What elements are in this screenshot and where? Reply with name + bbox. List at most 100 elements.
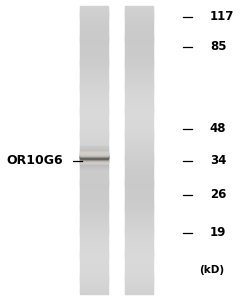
Bar: [80, 246, 108, 247]
Bar: [80, 27, 108, 28]
Bar: [80, 149, 108, 150]
Bar: [80, 255, 108, 256]
Bar: [80, 190, 108, 191]
Bar: [125, 8, 153, 9]
Bar: [125, 227, 153, 229]
Bar: [125, 219, 153, 220]
Bar: [80, 164, 108, 165]
Bar: [80, 150, 108, 151]
Bar: [80, 139, 108, 140]
Bar: [125, 225, 153, 226]
Bar: [125, 72, 153, 73]
Bar: [125, 175, 153, 176]
Bar: [125, 112, 153, 113]
Bar: [125, 45, 153, 46]
Bar: [80, 220, 108, 221]
Bar: [125, 237, 153, 238]
Bar: [80, 87, 108, 88]
Bar: [125, 156, 153, 158]
Bar: [125, 164, 153, 165]
Bar: [125, 6, 153, 7]
Bar: [80, 221, 108, 222]
Bar: [80, 285, 108, 286]
Bar: [80, 148, 108, 149]
Bar: [80, 11, 108, 12]
Bar: [125, 14, 153, 15]
Bar: [125, 91, 153, 92]
Bar: [125, 57, 153, 58]
Bar: [80, 197, 108, 198]
Bar: [125, 287, 153, 288]
Bar: [80, 33, 108, 34]
Bar: [125, 158, 153, 160]
Bar: [125, 289, 153, 290]
Bar: [125, 148, 153, 149]
Bar: [125, 29, 153, 30]
Bar: [80, 156, 108, 158]
Bar: [125, 67, 153, 68]
Bar: [80, 22, 108, 23]
Bar: [80, 143, 108, 144]
Bar: [80, 151, 108, 152]
Bar: [125, 209, 153, 211]
Bar: [80, 106, 108, 107]
Bar: [80, 138, 108, 140]
Bar: [125, 223, 153, 224]
Bar: [80, 168, 108, 169]
Bar: [80, 96, 108, 97]
Bar: [80, 188, 108, 189]
Bar: [80, 233, 108, 235]
Bar: [80, 183, 108, 184]
Bar: [80, 132, 108, 134]
Bar: [80, 38, 108, 39]
Bar: [125, 11, 153, 13]
Bar: [125, 149, 153, 150]
Bar: [80, 68, 108, 69]
Bar: [80, 128, 108, 129]
Bar: [125, 151, 153, 152]
Bar: [125, 204, 153, 206]
Bar: [80, 121, 108, 122]
Bar: [80, 160, 108, 161]
Bar: [80, 48, 108, 49]
Bar: [125, 224, 153, 225]
Bar: [80, 166, 108, 167]
Bar: [80, 235, 108, 236]
Bar: [80, 159, 108, 160]
Bar: [125, 87, 153, 88]
Bar: [125, 197, 153, 198]
Bar: [80, 234, 108, 236]
Bar: [125, 279, 153, 280]
Bar: [125, 117, 153, 118]
Bar: [80, 57, 108, 58]
Bar: [80, 231, 108, 232]
Bar: [80, 145, 108, 146]
Bar: [80, 261, 108, 262]
Bar: [125, 43, 153, 44]
Bar: [80, 178, 108, 179]
Bar: [125, 44, 153, 45]
Bar: [125, 183, 153, 184]
Bar: [125, 80, 153, 81]
Bar: [80, 130, 108, 131]
Bar: [80, 147, 108, 148]
Bar: [80, 155, 108, 156]
Bar: [80, 262, 108, 263]
Bar: [80, 35, 108, 37]
Bar: [125, 269, 153, 270]
Bar: [80, 206, 108, 207]
Bar: [125, 19, 153, 20]
Bar: [80, 89, 108, 91]
Bar: [80, 25, 108, 26]
Bar: [125, 122, 153, 123]
Bar: [125, 235, 153, 236]
Bar: [125, 191, 153, 192]
Bar: [125, 113, 153, 115]
Bar: [80, 167, 108, 168]
Bar: [125, 134, 153, 136]
Bar: [125, 214, 153, 215]
Bar: [125, 213, 153, 214]
Bar: [125, 20, 153, 21]
Bar: [125, 166, 153, 167]
Bar: [125, 110, 153, 112]
